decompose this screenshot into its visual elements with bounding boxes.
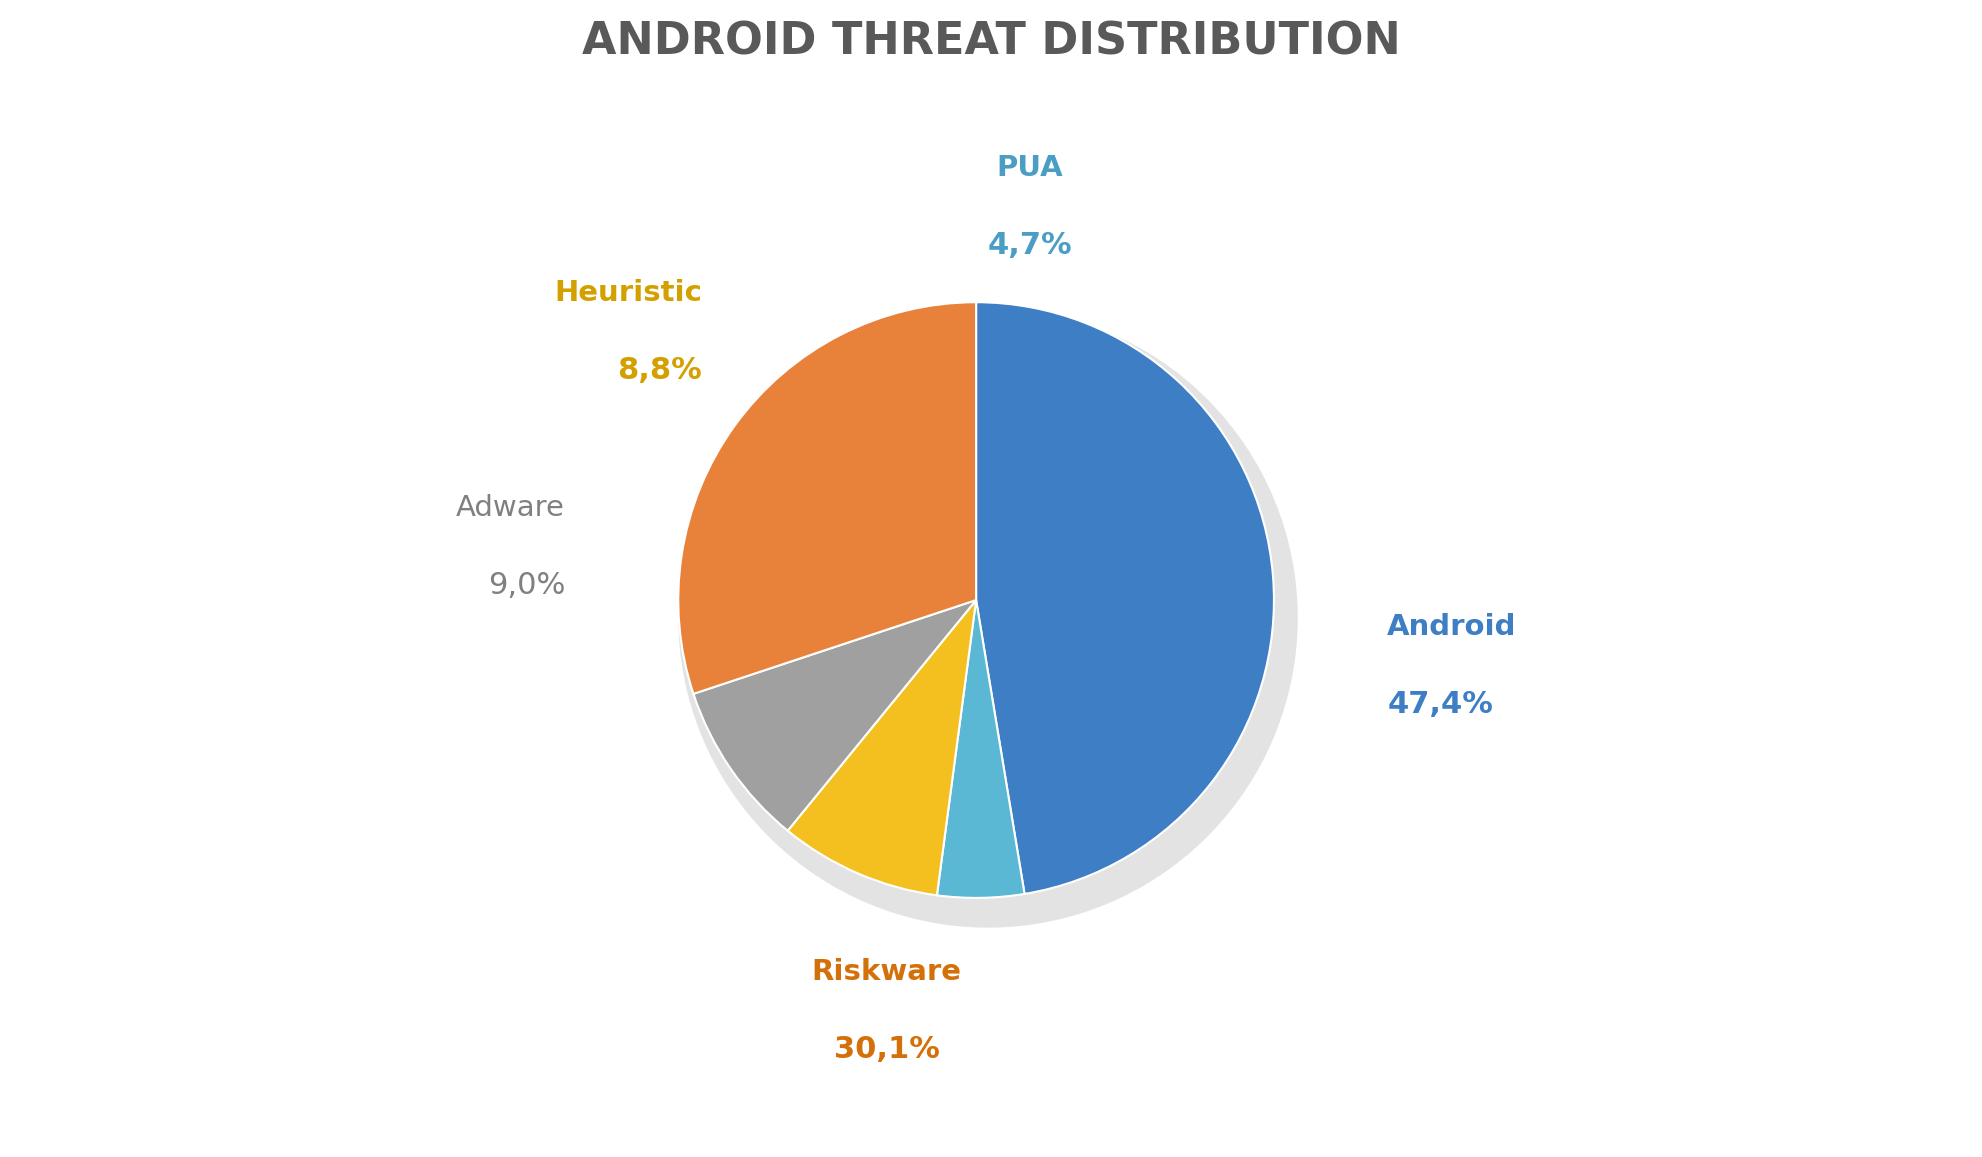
Text: PUA: PUA — [997, 154, 1062, 182]
Text: 30,1%: 30,1% — [834, 1036, 939, 1064]
Wedge shape — [937, 600, 1025, 898]
Text: 4,7%: 4,7% — [987, 231, 1072, 260]
Text: Android: Android — [1387, 613, 1516, 641]
Text: Riskware: Riskware — [813, 958, 961, 987]
Wedge shape — [787, 600, 975, 896]
Text: 8,8%: 8,8% — [616, 356, 702, 385]
Text: 9,0%: 9,0% — [488, 570, 565, 599]
Title: ANDROID THREAT DISTRIBUTION: ANDROID THREAT DISTRIBUTION — [581, 21, 1401, 64]
Ellipse shape — [678, 308, 1298, 928]
Text: Heuristic: Heuristic — [555, 279, 702, 308]
Wedge shape — [694, 600, 975, 831]
Wedge shape — [678, 302, 975, 694]
Text: 47,4%: 47,4% — [1387, 690, 1492, 718]
Text: Adware: Adware — [456, 494, 565, 522]
Wedge shape — [975, 302, 1274, 894]
